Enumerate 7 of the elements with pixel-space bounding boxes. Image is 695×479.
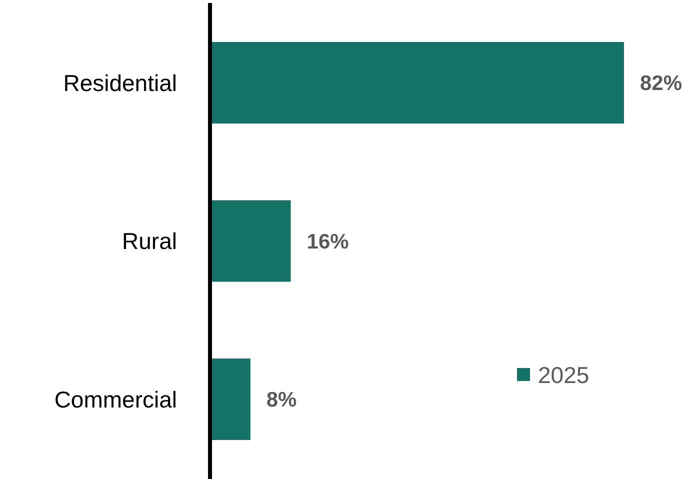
y-tick-label: Residential <box>63 70 177 96</box>
y-tick-label: Rural <box>122 228 177 254</box>
y-tick-label: Commercial <box>54 386 177 412</box>
legend-label: 2025 <box>538 362 590 388</box>
data-label: 8% <box>266 388 298 412</box>
data-label: 16% <box>306 230 350 254</box>
data-label: 82% <box>640 72 682 96</box>
